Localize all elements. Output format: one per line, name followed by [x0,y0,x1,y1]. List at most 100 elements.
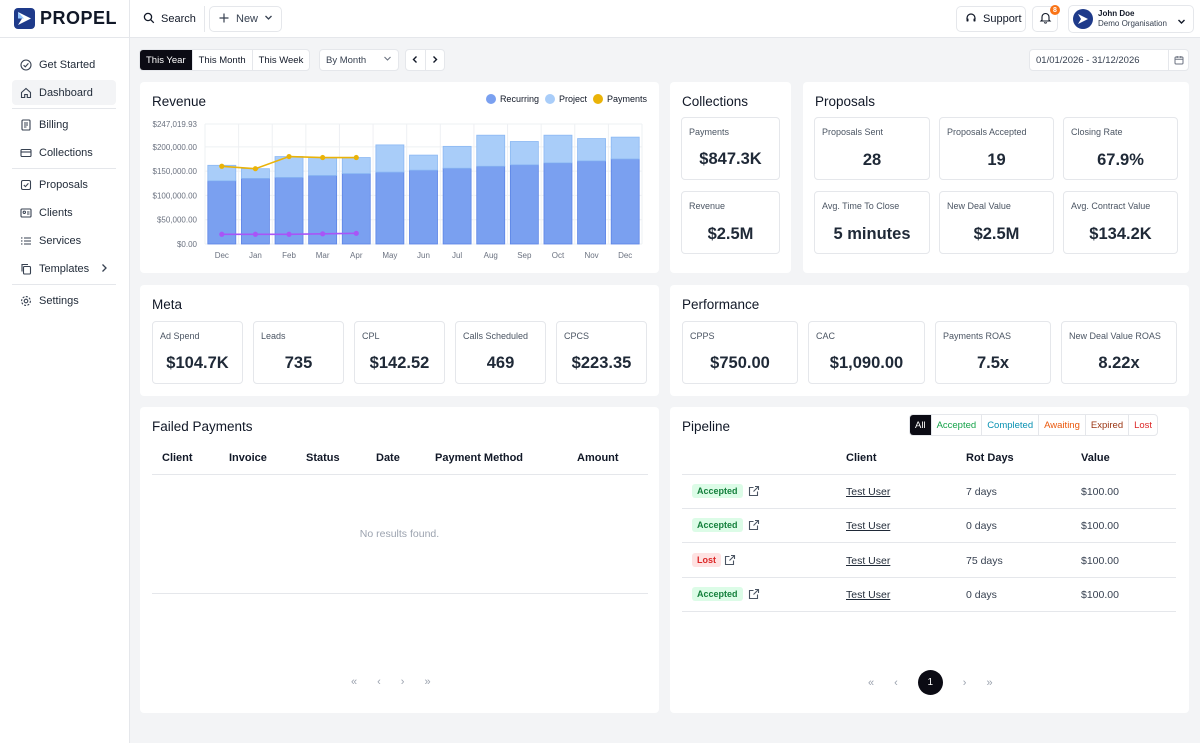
legend-recurring[interactable]: Recurring [485,94,539,104]
sidebar-nav: Get Started Dashboard Billing Collection… [0,38,129,313]
stat-value: $142.52 [369,354,430,372]
stat-new-deal-value-roas: New Deal Value ROAS 8.22x [1061,321,1177,384]
stat-label: Avg. Time To Close [822,201,900,211]
brand-logo[interactable]: PROPEL [0,0,129,38]
column-header-invoice[interactable]: Invoice [229,452,267,464]
divider [204,6,205,32]
stat-closing-rate: Closing Rate 67.9% [1063,117,1178,180]
sidebar-item-label: Proposals [39,178,88,191]
x-tick-label: Apr [350,251,363,260]
table-row[interactable]: Accepted Test User 0 days $100.00 [682,509,1176,543]
next-page-icon[interactable]: › [962,676,967,689]
sidebar-item-get-started[interactable]: Get Started [12,52,116,77]
column-header-payment-method[interactable]: Payment Method [435,452,524,464]
client-link[interactable]: Test User [846,520,891,532]
sidebar-item-collections[interactable]: Collections [12,140,116,165]
receipt-icon [20,118,32,131]
stat-value: 469 [486,354,515,372]
empty-state: No results found. [359,528,440,540]
stat-cpps: CPPS $750.00 [682,321,798,384]
support-button[interactable]: Support [956,6,1026,32]
first-page-icon[interactable]: « [868,676,875,689]
tab-this-month[interactable]: This Month [193,50,253,70]
column-header-rot-days[interactable]: Rot Days [966,452,1014,464]
chevron-right-icon [100,263,108,276]
previous-page-icon[interactable]: ‹ [894,676,898,689]
column-header-date[interactable]: Date [376,452,400,464]
collections-title: Collections [682,94,749,109]
bar-recurring [442,167,472,245]
stat-cac: CAC $1,090.00 [808,321,925,384]
previous-period-button[interactable] [406,50,426,70]
calendar-icon[interactable] [1168,50,1188,70]
tab-expired[interactable]: Expired [1086,415,1130,435]
table-row[interactable]: Accepted Test User 7 days $100.00 [682,475,1176,509]
page-button-current[interactable]: 1 [917,670,943,695]
legend-payments[interactable]: Payments [592,94,647,104]
sidebar-item-billing[interactable]: Billing [12,112,116,137]
sidebar-item-label: Settings [39,294,79,307]
new-button[interactable]: New [209,6,282,32]
column-header-amount[interactable]: Amount [577,452,619,464]
last-page-icon[interactable]: » [424,676,431,688]
date-range-picker[interactable]: 01/01/2026 - 31/12/2026 [1029,49,1189,71]
last-page-icon[interactable]: » [986,676,993,689]
column-header-client[interactable]: Client [846,452,877,464]
client-link[interactable]: Test User [846,486,891,498]
external-link-icon[interactable] [724,554,736,569]
tab-all[interactable]: All [910,415,932,435]
sidebar-item-clients[interactable]: Clients [12,200,116,225]
tab-accepted[interactable]: Accepted [932,415,983,435]
tab-this-year[interactable]: This Year [140,50,193,70]
stat-label: Closing Rate [1071,127,1123,137]
user-menu[interactable]: John Doe Demo Organisation [1068,5,1194,33]
avatar [1073,9,1093,29]
table-row[interactable]: Accepted Test User 0 days $100.00 [682,578,1176,612]
column-header-client[interactable]: Client [162,452,193,464]
tab-lost[interactable]: Lost [1134,419,1153,431]
external-link-icon[interactable] [748,588,760,603]
next-page-icon[interactable]: › [400,676,405,688]
group-by-select[interactable]: By Month [319,49,399,71]
stat-calls-scheduled: Calls Scheduled 469 [455,321,546,384]
previous-page-icon[interactable]: ‹ [377,676,381,688]
tab-completed[interactable]: Completed [982,415,1040,435]
sidebar-item-dashboard[interactable]: Dashboard [12,80,116,105]
legend-project[interactable]: Project [544,94,587,104]
stat-revenue: Revenue $2.5M [681,191,780,254]
bar-recurring [375,171,405,245]
tab-awaiting[interactable]: Awaiting [1039,415,1086,435]
sidebar-item-settings[interactable]: Settings [12,288,116,313]
check-circle-icon [20,58,32,71]
divider [12,284,116,285]
external-link-icon[interactable] [748,519,760,534]
client-link[interactable]: Test User [846,555,891,567]
stat-label: Calls Scheduled [463,331,529,341]
tab-this-week[interactable]: This Week [258,54,304,66]
legend-swatch [592,94,603,104]
x-tick-label: Jul [452,251,462,260]
table-row[interactable]: Lost Test User 75 days $100.00 [682,544,1176,578]
bell-icon [1039,11,1052,27]
x-tick-label: May [382,251,397,260]
sidebar-item-label: Collections [39,146,93,159]
notifications-button[interactable]: 8 [1032,5,1060,32]
column-header-status[interactable]: Status [306,452,340,464]
x-tick-label: Oct [552,251,565,260]
revenue-title: Revenue [152,94,207,109]
search-button[interactable]: Search [137,6,204,32]
next-period-button[interactable] [426,50,445,70]
first-page-icon[interactable]: « [351,676,358,688]
topbar: Search New Support 8 John Doe Demo Organ… [130,0,1200,38]
external-link-icon[interactable] [748,485,760,500]
stat-value: $2.5M [707,225,754,243]
sidebar-item-services[interactable]: Services [12,228,116,253]
bar-project [577,138,606,162]
column-header-value[interactable]: Value [1081,452,1110,464]
sidebar-item-templates[interactable]: Templates [12,256,116,281]
sidebar-item-proposals[interactable]: Proposals [12,172,116,197]
secondary-point [353,230,359,236]
divider [682,474,1176,475]
sidebar-item-label: Clients [39,206,73,219]
client-link[interactable]: Test User [846,589,891,601]
